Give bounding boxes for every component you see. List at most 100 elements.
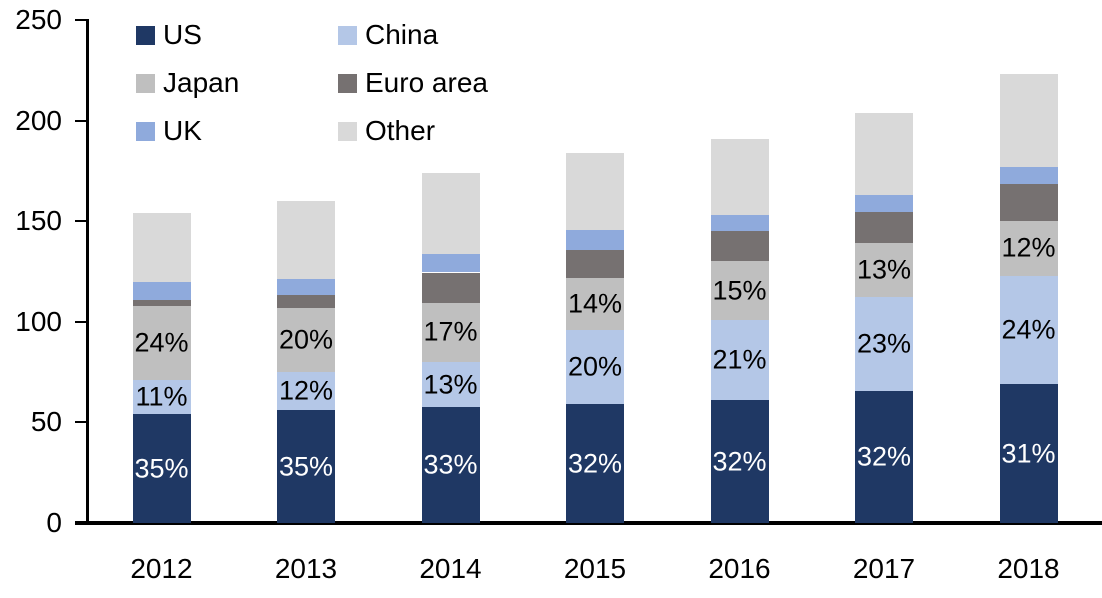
bar-segment-china <box>277 372 335 411</box>
segment-percent-label: 24% <box>1001 314 1056 345</box>
bar-segment-euro-area <box>132 299 191 306</box>
us-swatch-icon <box>136 25 155 45</box>
bar-segment-us <box>855 391 913 523</box>
bar-segment-japan <box>710 261 769 320</box>
bar-segment-euro-area <box>855 212 913 244</box>
bar-segment-japan <box>566 277 624 330</box>
segment-percent-label: 14% <box>567 288 623 319</box>
bar-segment-uk <box>710 215 769 232</box>
bar-segment-japan <box>999 221 1058 276</box>
legend-label-japan: Japan <box>163 67 240 98</box>
bar-segment-us <box>277 410 335 523</box>
bar-segment-uk <box>277 278 335 295</box>
bar-segment-other <box>566 152 624 231</box>
other-swatch-icon <box>338 121 357 141</box>
bar-segment-other <box>855 112 913 196</box>
segment-percent-label: 35% <box>134 453 189 484</box>
segment-percent-label: 24% <box>134 327 189 358</box>
bar-segment-japan <box>421 302 480 363</box>
bar-segment-uk <box>421 254 480 273</box>
segment-percent-label: 11% <box>135 381 188 412</box>
bar-segment-us <box>999 384 1058 523</box>
japan-swatch-icon <box>136 73 155 93</box>
segment-percent-label: 32% <box>712 446 767 477</box>
segment-percent-label: 12% <box>1001 232 1056 263</box>
bar-segment-china <box>710 319 769 401</box>
bar-segment-other <box>999 74 1058 167</box>
bar-segment-china <box>566 329 624 405</box>
china-swatch-icon <box>338 25 357 45</box>
segment-percent-label: 15% <box>712 275 767 306</box>
bar-segment-uk <box>566 230 624 251</box>
legend-item-other: Other <box>338 117 435 145</box>
bar-segment-us <box>710 400 769 523</box>
segment-percent-label: 31% <box>1001 438 1056 469</box>
segment-percent-label: 20% <box>278 324 334 355</box>
y-axis-label: 100 <box>15 305 62 337</box>
y-tick-mark <box>75 220 89 223</box>
euro-area-swatch-icon <box>338 73 357 93</box>
bar-segment-euro-area <box>421 272 480 303</box>
segment-percent-label: 32% <box>567 448 623 479</box>
bar-segment-other <box>277 201 335 279</box>
legend-item-japan: Japan <box>136 69 239 97</box>
legend-label-other: Other <box>365 115 436 146</box>
y-axis-label: 200 <box>15 104 62 136</box>
segment-percent-label: 32% <box>856 441 912 472</box>
y-axis-label: 0 <box>46 507 62 538</box>
segment-percent-label: 17% <box>423 316 478 347</box>
bar-segment-other <box>132 213 191 282</box>
bar-segment-china <box>855 296 913 392</box>
y-axis-label: 150 <box>15 205 62 237</box>
legend-item-us: US <box>136 21 202 49</box>
legend-item-china: China <box>338 21 438 49</box>
bar-segment-china <box>132 380 191 415</box>
x-axis-label: 2017 <box>852 553 916 584</box>
bar-segment-us <box>421 407 480 523</box>
bar-segment-uk <box>999 166 1058 184</box>
y-tick-mark <box>75 19 89 21</box>
bar-segment-us <box>566 404 624 523</box>
bar-segment-uk <box>855 195 913 213</box>
bar-segment-japan <box>132 305 191 381</box>
bar-segment-other <box>710 138 769 216</box>
segment-percent-label: 33% <box>423 449 478 480</box>
bar-segment-us <box>132 414 191 523</box>
segment-percent-label: 23% <box>856 328 912 359</box>
legend-item-uk: UK <box>136 117 202 145</box>
uk-swatch-icon <box>136 121 155 141</box>
legend-label-uk: UK <box>163 115 202 146</box>
bar-segment-japan <box>277 307 335 373</box>
legend-label-euro-area: Euro area <box>365 67 488 98</box>
y-tick-mark <box>75 320 89 323</box>
x-axis-label: 2018 <box>997 553 1060 584</box>
y-tick-mark <box>75 421 89 424</box>
bar-segment-other <box>421 172 480 255</box>
bar-segment-china <box>421 362 480 408</box>
x-axis-label: 2014 <box>419 553 482 584</box>
bar-segment-euro-area <box>710 231 769 262</box>
x-axis-label: 2015 <box>563 553 627 584</box>
y-axis-label: 250 <box>15 4 62 35</box>
x-axis-label: 2016 <box>708 553 771 584</box>
legend-label-china: China <box>365 19 439 50</box>
segment-percent-label: 13% <box>423 369 478 400</box>
y-axis-label: 50 <box>30 406 62 438</box>
bar-segment-china <box>999 275 1058 385</box>
y-tick-mark <box>75 522 89 524</box>
segment-percent-label: 21% <box>712 344 767 375</box>
y-axis-line <box>86 19 89 525</box>
bar-segment-euro-area <box>277 294 335 308</box>
bar-segment-japan <box>855 243 913 297</box>
bar-segment-euro-area <box>999 183 1058 222</box>
x-axis-label: 2013 <box>274 553 338 584</box>
x-axis-label: 2012 <box>130 553 193 584</box>
y-tick-mark <box>75 119 89 122</box>
segment-percent-label: 12% <box>278 375 334 406</box>
x-axis-line <box>75 521 1102 525</box>
bar-segment-uk <box>132 281 191 300</box>
segment-percent-label: 13% <box>856 254 912 285</box>
bar-segment-euro-area <box>566 250 624 278</box>
legend-item-euro-area: Euro area <box>338 69 488 97</box>
